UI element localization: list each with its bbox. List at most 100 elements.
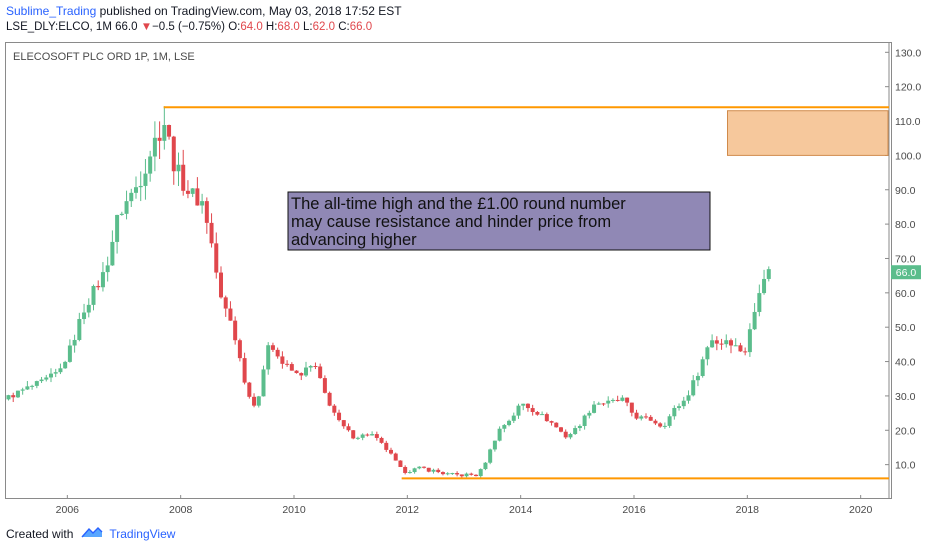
candle-body (653, 420, 658, 424)
y-tick-label: 20.0 (895, 425, 916, 437)
candle-body (700, 359, 705, 376)
candle-body (233, 320, 238, 341)
candle (426, 467, 431, 473)
candle (691, 375, 696, 397)
candle-body (568, 434, 573, 438)
candle (11, 392, 16, 403)
resistance-zone (727, 110, 889, 156)
candle-body (525, 403, 530, 409)
candle-body (530, 408, 535, 413)
candle-body (105, 265, 110, 273)
candle-body (388, 449, 393, 454)
candle-body (705, 347, 710, 360)
candle-body (30, 385, 35, 387)
candle-body (554, 422, 559, 428)
candle (525, 403, 530, 412)
candle (535, 410, 540, 416)
candle (289, 362, 294, 371)
candle-body (214, 243, 219, 273)
candle-body (398, 460, 403, 467)
candle (714, 336, 719, 351)
candle-body (445, 473, 450, 475)
candle (568, 432, 573, 440)
candle (370, 431, 375, 436)
candle-body (766, 269, 771, 279)
candle (148, 150, 153, 182)
open-label: O: (228, 21, 241, 33)
candle (195, 177, 200, 206)
candlestick-chart[interactable]: The all-time high and the £1.00 round nu… (5, 42, 892, 499)
last-price-tag-label: 66.0 (896, 267, 917, 279)
candle-body (639, 416, 644, 419)
candle (53, 368, 58, 378)
tradingview-logo-icon[interactable] (81, 526, 103, 542)
candle (384, 440, 389, 453)
candle (393, 452, 398, 461)
candle (455, 471, 460, 477)
price-change: −0.5 (−0.75%) (152, 21, 225, 33)
candle-body (355, 437, 360, 439)
candle (119, 211, 124, 216)
candle-body (601, 403, 606, 405)
candle (573, 425, 578, 435)
candle-body (261, 369, 266, 397)
candle-body (318, 366, 323, 379)
candle (677, 403, 682, 411)
candle-body (285, 363, 290, 365)
candle (615, 395, 620, 402)
x-tick-label: 2020 (849, 504, 873, 516)
y-axis-ticks (885, 51, 889, 466)
candle-body (719, 343, 724, 345)
candle-body (303, 367, 308, 376)
candle-body (492, 440, 497, 450)
candle-body (695, 375, 700, 381)
candle (303, 361, 308, 377)
y-tick-label: 80.0 (895, 219, 916, 231)
candle (422, 466, 427, 469)
created-with-label: Created with (6, 527, 74, 541)
candle-body (242, 358, 247, 383)
candle (625, 397, 630, 407)
candle-body (422, 466, 427, 468)
candle (738, 342, 743, 352)
tradingview-brand[interactable]: TradingView (109, 527, 176, 541)
price-levels (163, 106, 889, 480)
candle (752, 303, 757, 331)
candle (72, 334, 77, 353)
candle (728, 338, 733, 354)
candle-body (483, 462, 488, 470)
candle-body (540, 414, 545, 416)
publisher-username[interactable]: Sublime_Trading (6, 4, 97, 18)
candle-body (412, 468, 417, 473)
candle-body (620, 397, 625, 401)
candle (322, 375, 327, 394)
candle (181, 149, 186, 196)
chart-container[interactable]: The all-time high and the £1.00 round nu… (5, 42, 892, 499)
candle-body (63, 361, 68, 369)
candle-body (629, 402, 634, 413)
candle-body (407, 472, 412, 474)
candle-body (185, 190, 190, 194)
candle-body (743, 351, 748, 353)
candle (341, 419, 346, 429)
candle-body (379, 437, 384, 443)
candle-body (738, 345, 743, 352)
candle (77, 312, 82, 342)
candle (332, 404, 337, 416)
candle (601, 403, 606, 406)
candle-body (426, 467, 431, 472)
candle (379, 436, 384, 444)
candle-body (615, 399, 620, 401)
candle (681, 396, 686, 410)
candle-body (658, 423, 663, 427)
candle-body (436, 469, 441, 473)
candle-body (544, 414, 549, 422)
candle (643, 413, 648, 419)
x-tick-label: 2006 (56, 504, 80, 516)
candle (152, 121, 157, 172)
candle-body (606, 400, 611, 404)
candle (629, 402, 634, 417)
candle (403, 465, 408, 475)
candle (662, 422, 667, 429)
y-tick-label: 100.0 (895, 150, 921, 162)
